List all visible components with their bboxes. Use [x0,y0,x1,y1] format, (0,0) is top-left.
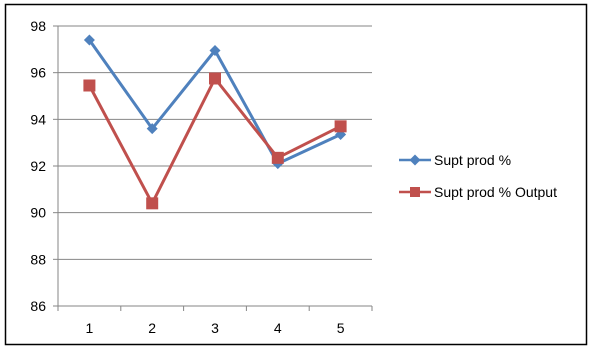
data-point-square[interactable] [83,79,96,92]
legend-square-icon [410,187,420,197]
y-tick-label: 90 [30,205,46,221]
chart-border [4,3,588,346]
y-tick-label: 92 [30,158,46,174]
y-tick-labels: 86 88 90 92 94 96 98 [30,18,46,314]
data-point-diamond[interactable] [146,123,158,135]
data-point-diamond[interactable] [83,34,95,46]
legend-label-supt-prod-output: Supt prod % Output [434,184,557,200]
y-tick-label: 88 [30,251,46,267]
x-tick-label: 3 [211,320,219,336]
data-point-diamond[interactable] [209,45,221,56]
x-tick-label: 1 [86,320,94,336]
legend-item-supt-prod[interactable]: Supt prod % [399,152,511,168]
data-point-square[interactable] [146,197,159,210]
series-1 [83,72,347,210]
y-tick-label: 86 [30,298,46,314]
legend-diamond-icon [409,154,421,166]
x-tick-label: 5 [337,320,345,336]
data-point-square[interactable] [334,120,347,133]
data-point-square[interactable] [271,151,284,164]
data-point-square[interactable] [209,72,221,85]
y-tick-label: 96 [30,65,46,81]
x-tick-labels: 1 2 3 4 5 [86,320,345,336]
legend-label-supt-prod: Supt prod % [434,152,511,168]
legend: Supt prod % Supt prod % Output [399,152,557,200]
y-tick-label: 94 [30,111,46,127]
axes [53,25,373,311]
series [83,34,347,210]
legend-item-supt-prod-output[interactable]: Supt prod % Output [399,184,557,200]
x-tick-label: 2 [148,320,156,336]
x-tick-label: 4 [274,320,282,336]
series-0 [83,34,347,170]
y-tick-label: 98 [30,18,46,34]
